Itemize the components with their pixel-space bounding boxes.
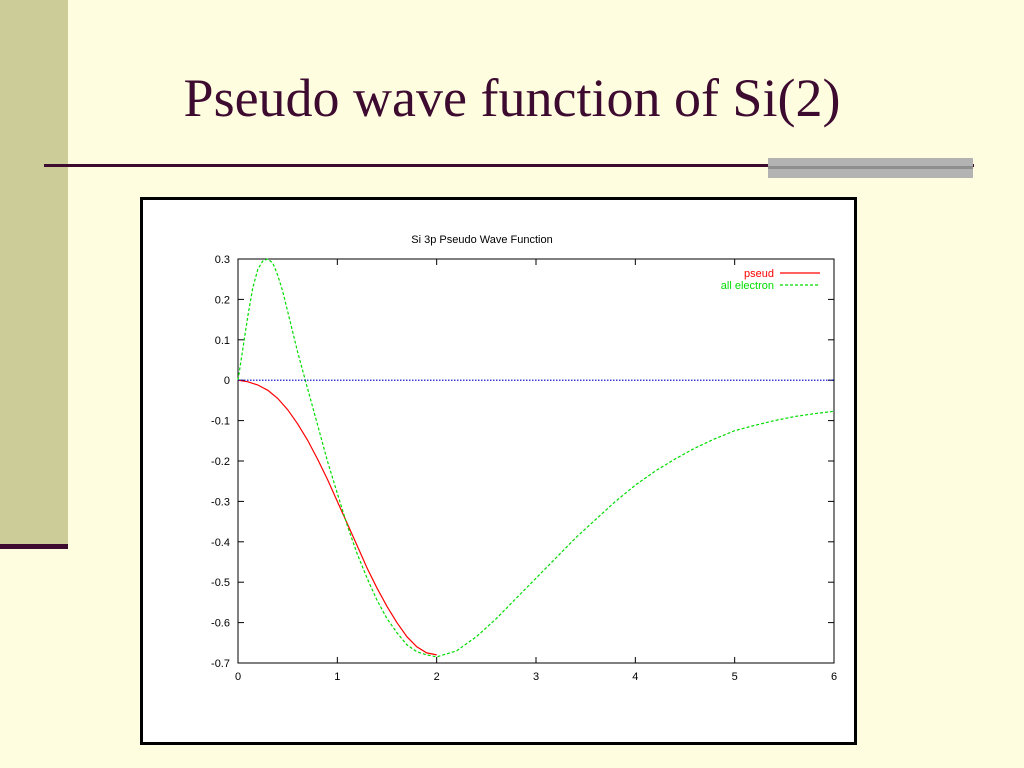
x-tick-label: 5 (732, 671, 738, 683)
side-decor-bar (0, 0, 68, 545)
x-tick-label: 2 (434, 671, 440, 683)
wave-function-chart: Si 3p Pseudo Wave Function 0.3 0.2 0.1 0 -0.… (211, 234, 837, 683)
chart-title: Si 3p Pseudo Wave Function (411, 234, 552, 246)
title-rule-accent-line (768, 166, 973, 169)
title-rule (44, 164, 974, 167)
legend-label: all electron (721, 280, 774, 292)
y-tick-label: -0.5 (211, 577, 230, 589)
y-tick-label: 0.2 (215, 294, 230, 306)
plot-area-border (237, 258, 835, 664)
y-tick-label: -0.1 (211, 416, 230, 428)
series-line-pseud (237, 379, 437, 656)
y-tick-label: -0.2 (211, 456, 230, 468)
x-tick-label: 3 (533, 671, 539, 683)
y-tick-label: -0.4 (211, 537, 230, 549)
side-decor-line (0, 544, 68, 549)
x-tick-label: 1 (334, 671, 340, 683)
y-tick-label: 0.3 (215, 254, 230, 266)
legend-label: pseud (744, 268, 774, 280)
y-tick-label: -0.6 (211, 618, 230, 630)
series-line-all-electron (237, 258, 835, 658)
x-tick-label: 6 (831, 671, 837, 683)
x-tick-label: 4 (632, 671, 638, 683)
y-tick-label: 0 (224, 375, 230, 387)
y-tick-label: -0.3 (211, 496, 230, 508)
y-tick-label: 0.1 (215, 335, 230, 347)
y-tick-label: -0.7 (211, 658, 230, 670)
x-tick-label: 0 (235, 671, 241, 683)
slide-title: Pseudo wave function of Si(2) (183, 68, 841, 128)
plot-frame: Si 3p Pseudo Wave Function 0.3 0.2 0.1 0 -0.… (140, 197, 857, 745)
